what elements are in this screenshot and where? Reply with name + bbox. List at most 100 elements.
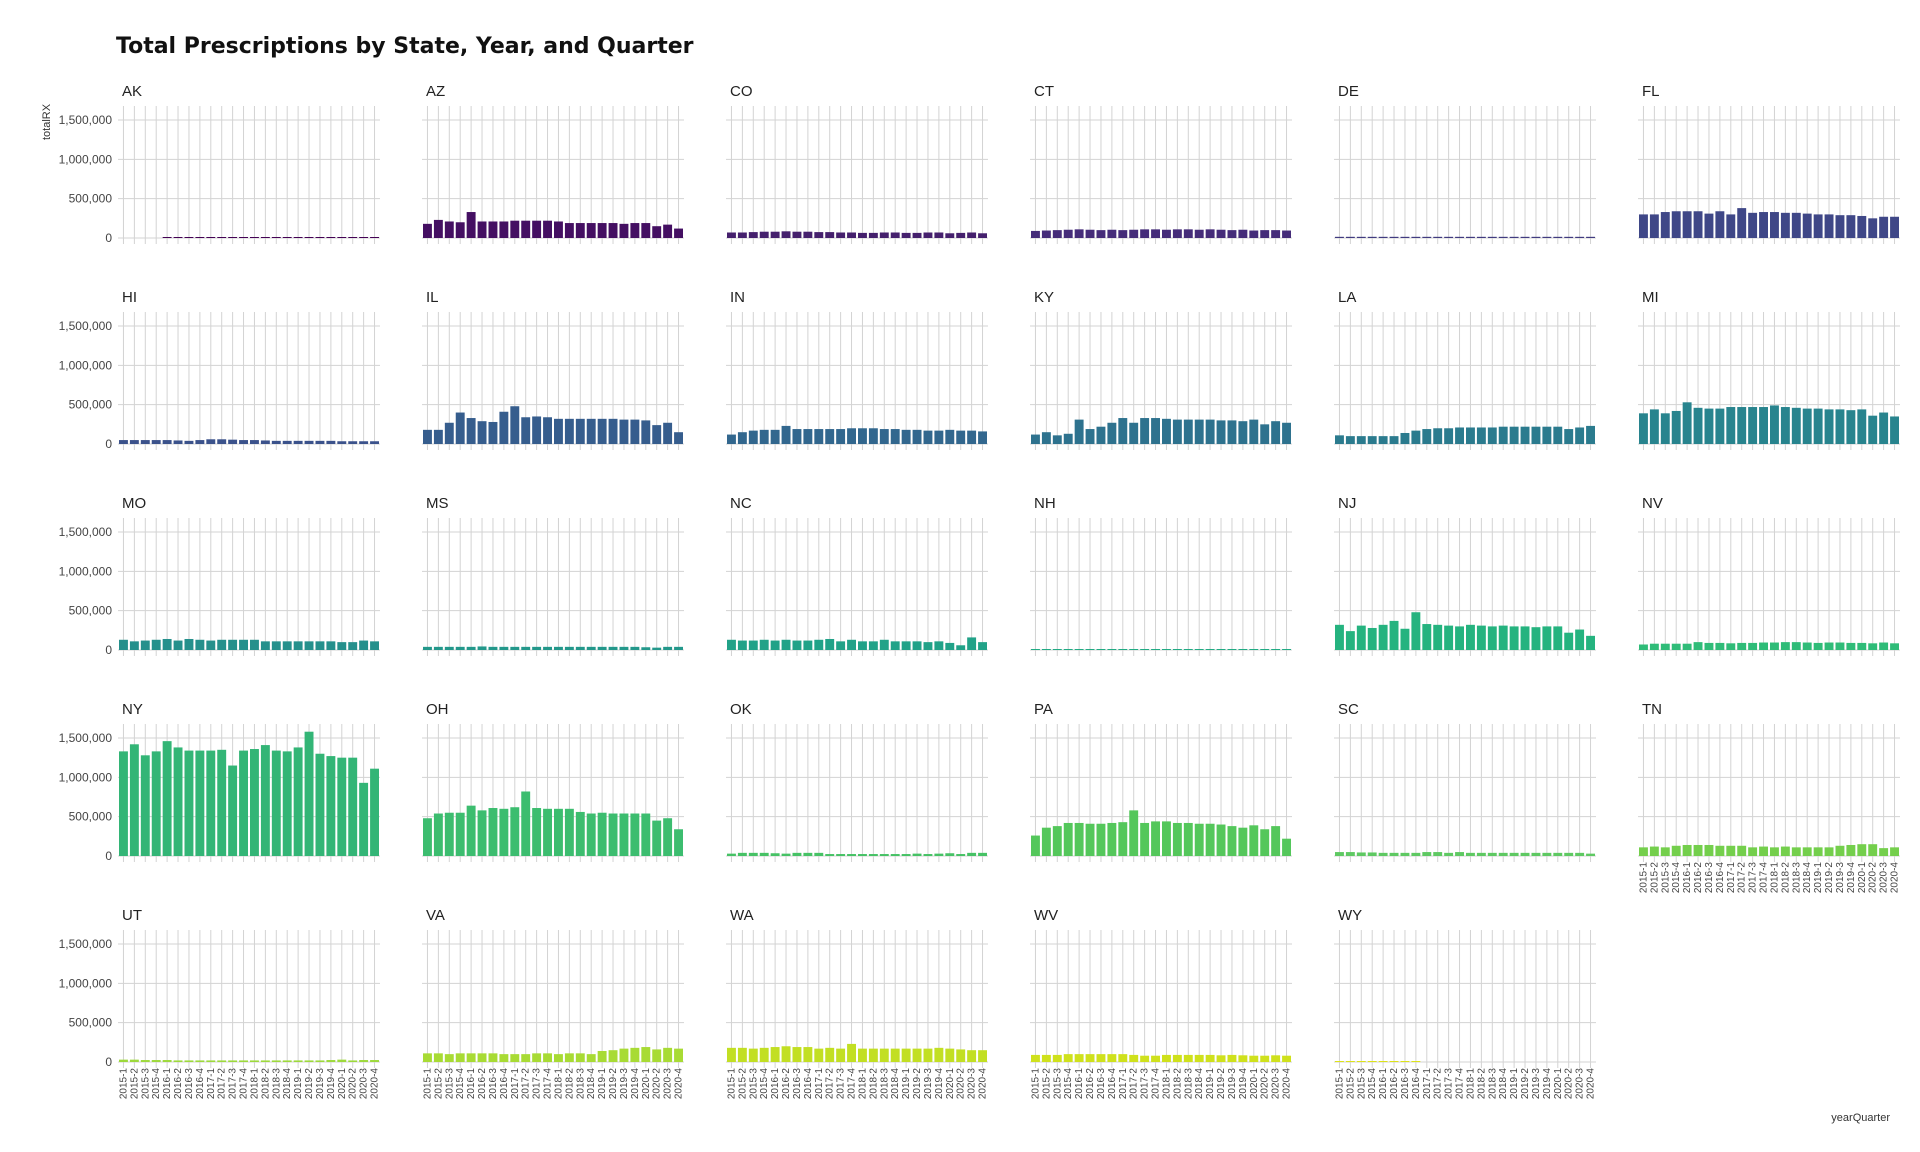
- bar-ny-2018-2: [260, 745, 270, 856]
- bar-ky-2016-3: [1096, 426, 1106, 444]
- bar-il-2020-2: [652, 425, 662, 444]
- bar-wv-2019-3: [1227, 1054, 1237, 1062]
- x-tick-label: 2015-3: [748, 1068, 759, 1100]
- bar-ok-2018-4: [890, 854, 900, 856]
- facet-label-nc: NC: [730, 495, 752, 512]
- bar-fl-2019-4: [1846, 215, 1856, 238]
- bar-il-2016-2: [477, 421, 487, 444]
- bar-sc-2017-1: [1422, 852, 1432, 856]
- bar-ut-2017-1: [206, 1060, 216, 1062]
- bar-nc-2019-1: [901, 641, 911, 650]
- x-tick-label: 2019-3: [1835, 862, 1846, 894]
- bar-wv-2018-4: [1194, 1054, 1204, 1062]
- bar-tn-2017-3: [1748, 847, 1758, 856]
- bar-de-2018-2: [1476, 236, 1486, 238]
- bar-ky-2019-2: [1216, 420, 1226, 444]
- bar-wa-2020-1: [945, 1048, 955, 1062]
- bar-nh-2020-1: [1249, 649, 1259, 650]
- panel-in: IN: [726, 289, 988, 450]
- bar-ok-2016-2: [781, 853, 791, 856]
- bar-co-2018-1: [858, 232, 867, 238]
- bar-wv-2019-4: [1238, 1055, 1248, 1062]
- bar-de-2019-3: [1531, 236, 1541, 238]
- bar-oh-2018-1: [554, 808, 563, 856]
- x-tick-label: 2017-1: [1118, 1068, 1129, 1100]
- x-tick-label: 2018-2: [564, 1068, 575, 1100]
- x-tick-label: 2017-2: [217, 1068, 228, 1100]
- bar-ut-2016-2: [173, 1060, 183, 1062]
- panel-nv: NV: [1638, 495, 1900, 656]
- bar-va-2020-1: [641, 1047, 651, 1062]
- bar-wa-2019-4: [934, 1047, 944, 1062]
- x-tick-label: 2017-2: [1433, 1068, 1444, 1100]
- bar-tn-2016-3: [1704, 844, 1714, 856]
- bar-nj-2020-4: [1586, 635, 1595, 650]
- bar-hi-2019-3: [315, 440, 325, 444]
- x-tick-label: 2019-2: [304, 1068, 315, 1100]
- bar-mo-2018-1: [250, 639, 259, 650]
- y-tick-label: 500,000: [69, 398, 113, 412]
- bar-tn-2015-1: [1639, 847, 1648, 856]
- bar-ms-2017-2: [521, 646, 531, 650]
- bar-wv-2019-2: [1216, 1055, 1226, 1062]
- bar-fl-2016-3: [1704, 213, 1714, 238]
- bar-la-2016-3: [1400, 432, 1410, 444]
- bar-ok-2015-4: [759, 852, 769, 856]
- bar-mo-2020-2: [348, 642, 358, 650]
- bar-wv-2017-3: [1140, 1055, 1150, 1062]
- bar-ut-2020-3: [359, 1060, 369, 1062]
- bar-sc-2016-1: [1378, 852, 1388, 856]
- bar-ak-2020-2: [348, 237, 358, 238]
- bar-in-2017-4: [847, 428, 856, 444]
- y-tick-label: 0: [105, 643, 112, 657]
- x-tick-label: 2015-1: [726, 1068, 737, 1100]
- bar-tn-2018-2: [1780, 846, 1790, 856]
- bar-nc-2015-1: [727, 639, 736, 650]
- bar-nh-2015-3: [1052, 649, 1062, 650]
- x-tick-label: 2020-1: [1857, 862, 1868, 894]
- bar-ky-2017-4: [1151, 418, 1160, 444]
- bar-pa-2018-2: [1172, 822, 1182, 856]
- bar-pa-2020-2: [1260, 829, 1270, 856]
- facet-label-az: AZ: [426, 83, 445, 100]
- y-tick-label: 500,000: [69, 1016, 113, 1030]
- x-tick-label: 2016-1: [162, 1068, 173, 1100]
- bar-de-2016-3: [1400, 236, 1410, 238]
- x-tick-label: 2016-2: [477, 1068, 488, 1100]
- bar-ny-2020-3: [359, 782, 369, 856]
- x-tick-label: 2019-4: [1846, 862, 1857, 894]
- bar-mo-2017-4: [239, 639, 248, 650]
- y-tick-label: 1,000,000: [59, 976, 113, 990]
- x-tick-label: 2016-1: [1074, 1068, 1085, 1100]
- bar-la-2015-2: [1345, 436, 1355, 444]
- bar-il-2015-2: [433, 429, 443, 444]
- x-tick-label: 2015-1: [1638, 862, 1649, 894]
- bar-ms-2017-1: [510, 646, 520, 650]
- bar-ok-2016-4: [803, 852, 813, 856]
- bar-tn-2020-1: [1857, 844, 1867, 856]
- bar-nv-2015-4: [1671, 643, 1681, 650]
- bar-wa-2015-2: [737, 1047, 747, 1062]
- bar-pa-2020-3: [1271, 826, 1281, 856]
- bar-de-2017-4: [1455, 236, 1464, 238]
- bar-ky-2017-2: [1129, 422, 1139, 444]
- bar-hi-2015-3: [140, 440, 150, 444]
- x-tick-label: 2018-4: [1498, 1068, 1509, 1100]
- bar-fl-2019-1: [1813, 214, 1823, 238]
- bar-ut-2020-4: [370, 1060, 379, 1062]
- bar-hi-2020-1: [337, 441, 347, 444]
- bar-la-2015-3: [1356, 436, 1366, 444]
- x-tick-label: 2020-4: [370, 1068, 381, 1100]
- bar-nc-2015-2: [737, 640, 747, 650]
- bar-fl-2018-3: [1791, 212, 1801, 238]
- bar-nj-2019-3: [1531, 627, 1541, 650]
- bar-hi-2015-4: [151, 440, 161, 444]
- bar-fl-2017-2: [1737, 208, 1747, 238]
- bar-wa-2016-1: [770, 1047, 780, 1062]
- x-tick-label: 2018-4: [1802, 862, 1813, 894]
- bar-hi-2020-3: [359, 441, 369, 444]
- x-tick-label: 2019-1: [597, 1068, 608, 1100]
- x-tick-label: 2018-1: [249, 1068, 260, 1100]
- x-tick-label: 2019-3: [315, 1068, 326, 1100]
- panel-az: AZ: [422, 83, 684, 244]
